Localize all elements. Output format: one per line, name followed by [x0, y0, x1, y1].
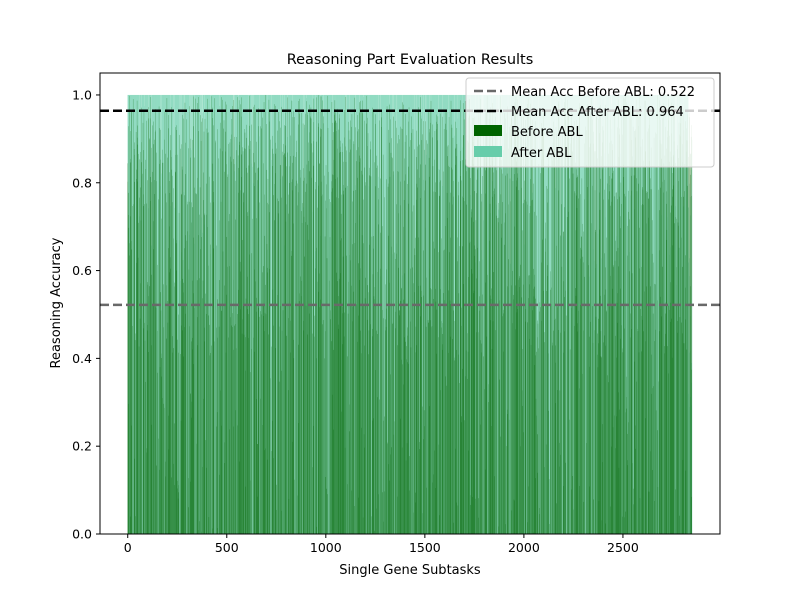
bars-layer: [127, 94, 693, 535]
chart-title: Reasoning Part Evaluation Results: [287, 52, 534, 68]
x-tick-label: 0: [124, 540, 132, 555]
plot-area: [99, 72, 721, 535]
x-tick-label: 1000: [310, 540, 342, 555]
x-tick-label: 500: [215, 540, 239, 555]
x-axis-ticks: 0 500 1000 1500 2000 2500: [124, 534, 639, 555]
series-before-abl: [127, 94, 692, 535]
axes-frame: [99, 72, 721, 535]
